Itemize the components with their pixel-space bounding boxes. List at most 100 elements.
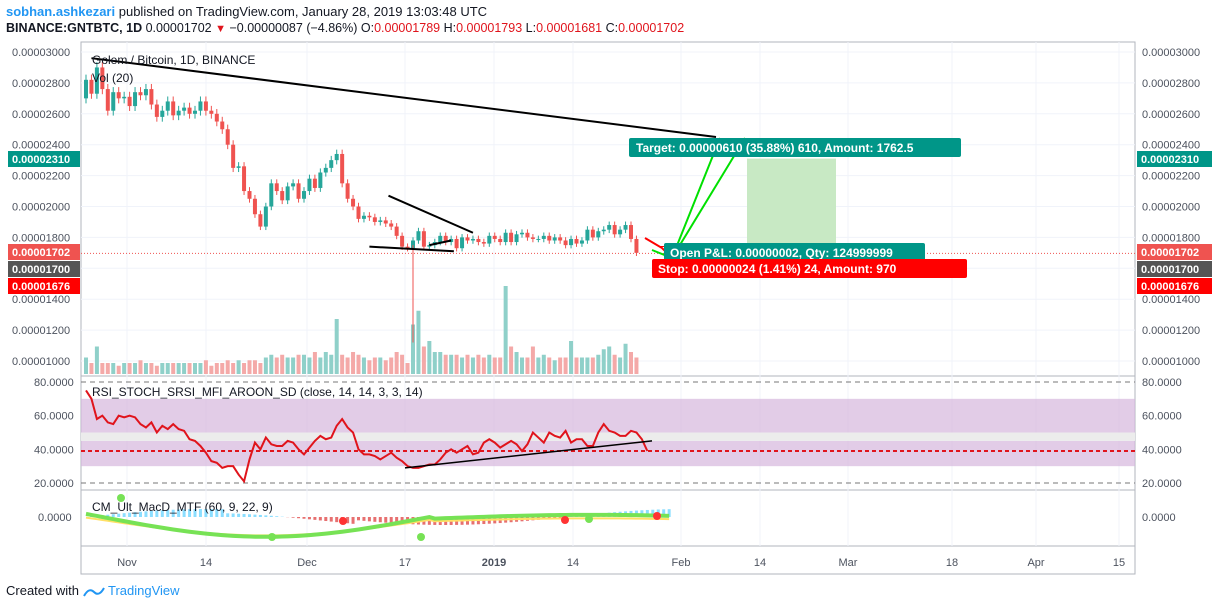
price-tag-left-text: 0.00001700 bbox=[12, 264, 70, 276]
volume-bar bbox=[563, 357, 568, 374]
candle-body bbox=[514, 234, 519, 243]
price-tick-left: 0.00003000 bbox=[12, 47, 70, 59]
volume-bar bbox=[302, 354, 306, 374]
candle-body bbox=[400, 235, 405, 247]
price-tick-left: 0.00002000 bbox=[12, 202, 70, 214]
candle-body bbox=[481, 242, 486, 244]
candle-body bbox=[607, 225, 612, 230]
rsi-tick-right: 80.0000 bbox=[1142, 377, 1182, 389]
candle-body bbox=[165, 101, 170, 111]
candle-body bbox=[509, 232, 514, 243]
time-tick-label: 14 bbox=[567, 557, 579, 569]
publish-info: sobhan.ashkezari published on TradingVie… bbox=[6, 4, 487, 19]
volume-bar bbox=[307, 357, 312, 374]
volume-bar bbox=[149, 363, 154, 374]
volume-bars bbox=[84, 286, 639, 374]
volume-bar bbox=[116, 365, 121, 374]
candle-body bbox=[411, 240, 415, 249]
candle-body bbox=[470, 238, 475, 241]
last-price: 0.00001702 bbox=[145, 21, 212, 35]
candle-body bbox=[351, 198, 356, 207]
stop-box[interactable] bbox=[652, 259, 967, 278]
price-tick-right: 0.00002000 bbox=[1142, 202, 1200, 214]
volume-bar bbox=[383, 360, 388, 374]
volume-bar bbox=[133, 363, 138, 374]
macd-histogram-bar bbox=[188, 509, 192, 517]
macd-histogram-bar bbox=[389, 517, 393, 524]
target-box[interactable] bbox=[629, 138, 961, 157]
macd-histogram-bar bbox=[133, 512, 137, 517]
candle-body bbox=[416, 231, 421, 241]
price-tag-left-bg bbox=[8, 244, 80, 260]
open-pl-box[interactable] bbox=[664, 243, 925, 261]
volume-bar bbox=[367, 360, 372, 374]
candle-body bbox=[182, 107, 187, 111]
candle-body bbox=[111, 92, 116, 111]
candle-body bbox=[394, 226, 399, 236]
volume-bar bbox=[198, 363, 203, 374]
trendline bbox=[369, 245, 454, 253]
grid bbox=[81, 42, 1135, 546]
price-tick-left: 0.00002200 bbox=[12, 171, 70, 183]
volume-bar bbox=[138, 360, 143, 374]
close-label: C: bbox=[605, 21, 619, 35]
candle-body bbox=[487, 235, 492, 244]
volume-bar bbox=[525, 357, 530, 374]
volume-bar bbox=[127, 363, 132, 374]
down-arrow-icon: ▼ bbox=[215, 23, 227, 35]
volume-bar bbox=[623, 343, 628, 374]
volume-bar bbox=[634, 357, 639, 374]
volume-bar bbox=[498, 357, 503, 374]
candle-body bbox=[405, 246, 410, 249]
price-tick-left: 0.00002400 bbox=[12, 140, 70, 152]
candle-body bbox=[547, 235, 552, 241]
candle-body bbox=[492, 235, 497, 239]
macd-cross-dot bbox=[268, 533, 276, 541]
volume-bar bbox=[105, 363, 110, 374]
price-tag-left-bg bbox=[8, 261, 80, 277]
volume-bar bbox=[558, 357, 563, 374]
volume-legend: Vol (20) bbox=[92, 71, 133, 85]
price-tick-right: 0.00002800 bbox=[1142, 78, 1200, 90]
macd-histogram-bar bbox=[357, 517, 360, 521]
candle-body bbox=[634, 238, 639, 253]
volume-bar bbox=[318, 357, 323, 374]
rsi-upper-band bbox=[81, 398, 1135, 433]
candle-body bbox=[122, 96, 127, 99]
volume-bar bbox=[247, 360, 252, 374]
candle-body bbox=[623, 225, 628, 230]
trendline bbox=[429, 239, 452, 247]
macd-histogram-bar bbox=[215, 509, 219, 517]
volume-bar bbox=[541, 354, 546, 374]
candle-body bbox=[127, 96, 132, 107]
volume-bar bbox=[323, 352, 328, 374]
volume-bar bbox=[421, 346, 426, 374]
volume-bar bbox=[94, 346, 99, 374]
symbol-ohlc-line: BINANCE:GNTBTC, 1D 0.00001702 ▼ −0.00000… bbox=[6, 21, 684, 35]
high-label: H: bbox=[443, 21, 457, 35]
macd-histogram-bar bbox=[373, 517, 377, 522]
macd-histogram-bar bbox=[313, 517, 317, 520]
candle-body bbox=[389, 223, 394, 227]
candle-body bbox=[84, 79, 88, 99]
macd-histogram-bar bbox=[264, 515, 268, 517]
candle-body bbox=[590, 229, 595, 238]
candle-body bbox=[629, 225, 633, 239]
candles bbox=[84, 62, 639, 343]
volume-bar bbox=[476, 354, 481, 374]
volume-bar bbox=[590, 357, 595, 374]
volume-bar bbox=[340, 354, 345, 374]
published-text: published on TradingView.com, January 28… bbox=[118, 4, 488, 19]
price-tag-left-text: 0.00001702 bbox=[12, 247, 70, 259]
candle-body bbox=[154, 104, 159, 117]
tradingview-link[interactable]: TradingView bbox=[108, 583, 180, 598]
macd-histogram-bar bbox=[171, 509, 175, 517]
price-tick-left: 0.00001400 bbox=[12, 294, 70, 306]
author-link[interactable]: sobhan.ashkezari bbox=[6, 4, 116, 19]
volume-bar bbox=[629, 352, 633, 374]
price-tick-right: 0.00001000 bbox=[1142, 356, 1200, 368]
price-tick-right: 0.00002200 bbox=[1142, 171, 1200, 183]
candle-body bbox=[530, 237, 535, 239]
candle-body bbox=[541, 235, 546, 239]
